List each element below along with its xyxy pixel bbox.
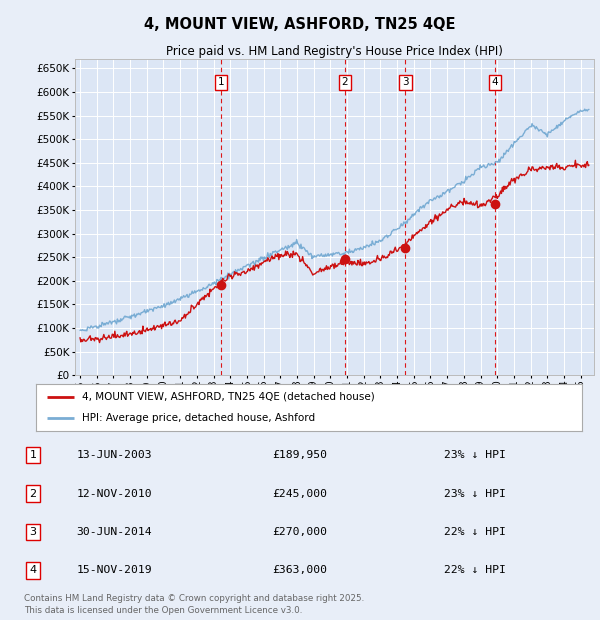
Text: £245,000: £245,000 xyxy=(272,489,328,498)
Text: 4: 4 xyxy=(29,565,37,575)
Text: 23% ↓ HPI: 23% ↓ HPI xyxy=(444,450,506,460)
Text: 4: 4 xyxy=(492,78,499,87)
Text: HPI: Average price, detached house, Ashford: HPI: Average price, detached house, Ashf… xyxy=(82,414,316,423)
Text: 13-JUN-2003: 13-JUN-2003 xyxy=(76,450,152,460)
Text: 30-JUN-2014: 30-JUN-2014 xyxy=(76,527,152,537)
Text: 15-NOV-2019: 15-NOV-2019 xyxy=(76,565,152,575)
Text: Contains HM Land Registry data © Crown copyright and database right 2025.
This d: Contains HM Land Registry data © Crown c… xyxy=(24,594,364,615)
Text: 22% ↓ HPI: 22% ↓ HPI xyxy=(444,527,506,537)
Text: 3: 3 xyxy=(402,78,409,87)
Text: 23% ↓ HPI: 23% ↓ HPI xyxy=(444,489,506,498)
Text: 2: 2 xyxy=(29,489,37,498)
Text: £363,000: £363,000 xyxy=(272,565,328,575)
Text: 2: 2 xyxy=(341,78,348,87)
Text: 3: 3 xyxy=(29,527,37,537)
Text: £270,000: £270,000 xyxy=(272,527,328,537)
Text: 12-NOV-2010: 12-NOV-2010 xyxy=(76,489,152,498)
Text: 1: 1 xyxy=(218,78,224,87)
Text: 22% ↓ HPI: 22% ↓ HPI xyxy=(444,565,506,575)
Text: £189,950: £189,950 xyxy=(272,450,328,460)
Title: Price paid vs. HM Land Registry's House Price Index (HPI): Price paid vs. HM Land Registry's House … xyxy=(166,45,503,58)
Text: 4, MOUNT VIEW, ASHFORD, TN25 4QE (detached house): 4, MOUNT VIEW, ASHFORD, TN25 4QE (detach… xyxy=(82,392,375,402)
Text: 4, MOUNT VIEW, ASHFORD, TN25 4QE: 4, MOUNT VIEW, ASHFORD, TN25 4QE xyxy=(144,17,456,32)
Text: 1: 1 xyxy=(29,450,37,460)
